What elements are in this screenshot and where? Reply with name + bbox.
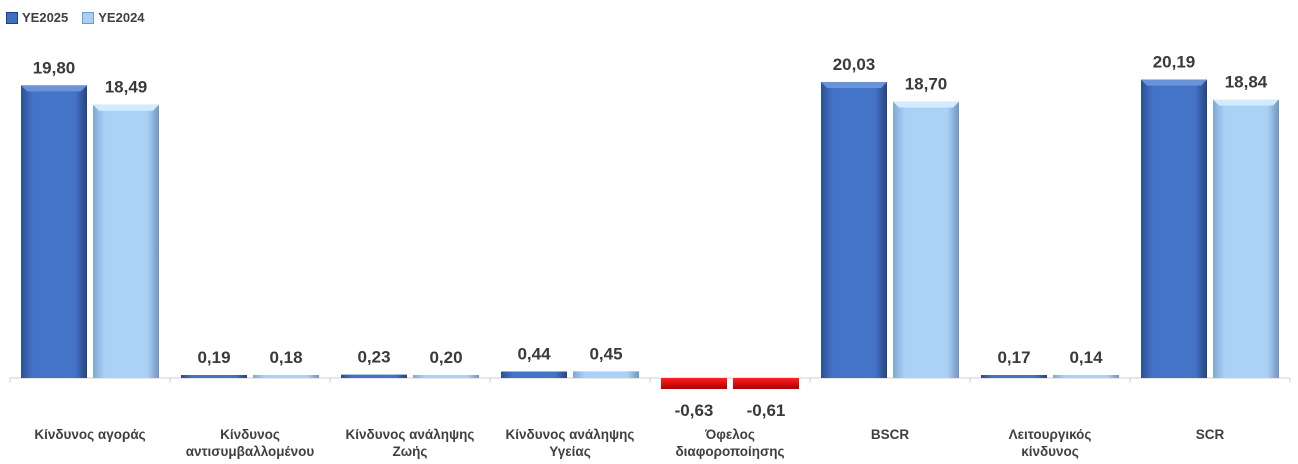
bar-ye2024-0: [93, 104, 159, 378]
bar-bevel-ye2025-0: [21, 85, 87, 92]
bar-ye2025-6: [981, 375, 1047, 378]
data-label-ye2025-1: 0,19: [197, 348, 230, 367]
category-label-3: Υγείας: [549, 444, 590, 459]
bar-ye2025-7: [1141, 79, 1207, 378]
data-label-ye2025-4: -0,63: [675, 401, 714, 420]
data-label-ye2024-2: 0,20: [429, 348, 462, 367]
bar-ye2025-5: [821, 81, 887, 378]
bar-ye2024-3: [573, 371, 639, 378]
bar-ye2024-2: [413, 375, 479, 378]
data-label-ye2024-1: 0,18: [269, 348, 302, 367]
bar-ye2025-2: [341, 374, 407, 378]
category-label-0: Κίνδυνος αγοράς: [34, 427, 145, 442]
data-label-ye2024-6: 0,14: [1069, 348, 1103, 367]
category-label-2: Ζωής: [393, 444, 428, 459]
legend-swatch-ye2024: [82, 11, 95, 24]
category-label-1: Κίνδυνος: [220, 427, 280, 442]
data-label-ye2024-5: 18,70: [905, 75, 948, 94]
bar-bevel-ye2024-5: [893, 101, 959, 108]
category-label-4: διαφοροποίησης: [675, 444, 784, 459]
data-label-ye2025-5: 20,03: [833, 55, 876, 74]
data-label-ye2025-7: 20,19: [1153, 53, 1196, 72]
category-label-3: Κίνδυνος ανάληψης: [506, 427, 635, 442]
category-label-4: Όφελος: [704, 427, 755, 442]
data-label-ye2024-7: 18,84: [1225, 73, 1268, 92]
legend-item-ye2024: YE2024: [82, 10, 145, 25]
bar-bevel-ye2024-7: [1213, 99, 1279, 106]
bar-ye2024-1: [253, 375, 319, 378]
category-label-6: Λειτουργικός: [1009, 427, 1092, 442]
bar-ye2025-0: [21, 85, 87, 378]
bar-ye2024-7: [1213, 99, 1279, 378]
legend-item-ye2025: YE2025: [6, 10, 68, 25]
data-label-ye2025-6: 0,17: [997, 348, 1030, 367]
category-label-1: αντισυμβαλλομένου: [186, 444, 315, 459]
category-label-5: BSCR: [871, 427, 910, 442]
bar-ye2025-1: [181, 375, 247, 378]
category-label-7: SCR: [1196, 427, 1225, 442]
bar-ye2024-4: [733, 378, 799, 389]
data-label-ye2024-4: -0,61: [747, 401, 786, 420]
legend-label-ye2024: YE2024: [98, 10, 145, 25]
category-label-2: Κίνδυνος ανάληψης: [346, 427, 475, 442]
data-label-ye2025-3: 0,44: [517, 344, 551, 363]
data-label-ye2024-3: 0,45: [589, 344, 622, 363]
bar-bevel-ye2024-0: [93, 104, 159, 111]
bar-ye2025-4: [661, 378, 727, 389]
data-label-ye2025-2: 0,23: [357, 348, 390, 367]
data-label-ye2024-0: 18,49: [105, 78, 148, 97]
data-label-ye2025-0: 19,80: [33, 58, 76, 77]
bar-ye2024-6: [1053, 375, 1119, 378]
legend-label-ye2025: YE2025: [22, 10, 69, 25]
bar-ye2025-3: [501, 371, 567, 378]
legend-swatch-ye2025: [6, 11, 18, 24]
legend: YE2025 YE2024: [6, 10, 145, 25]
bar-ye2024-5: [893, 101, 959, 378]
bar-bevel-ye2025-5: [821, 81, 887, 88]
category-label-6: κίνδυνος: [1021, 444, 1079, 459]
bar-bevel-ye2025-7: [1141, 79, 1207, 86]
